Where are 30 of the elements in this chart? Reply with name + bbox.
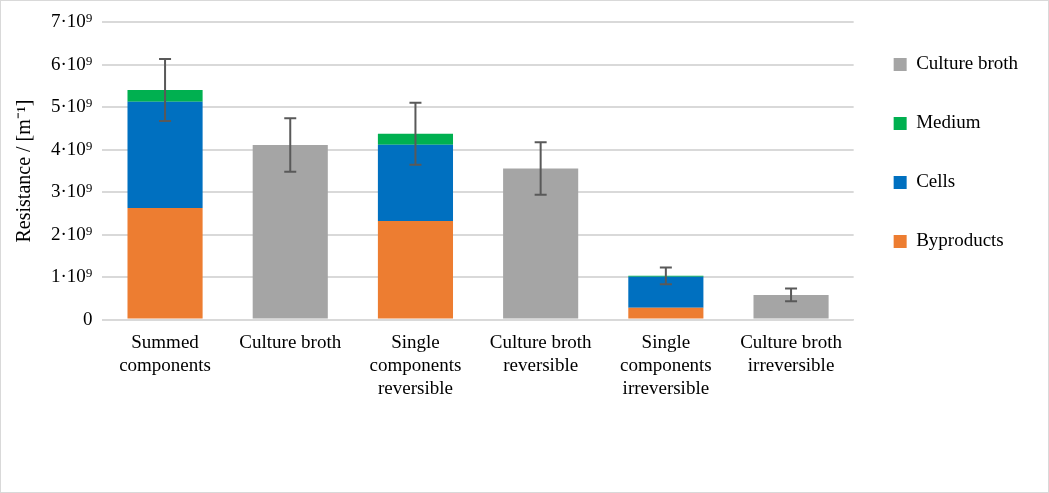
x-tick-label: Culture broth — [239, 330, 342, 352]
legend-label: Byproducts — [916, 229, 1004, 251]
y-tick-label: 3·10⁹ — [51, 180, 93, 202]
bar — [252, 145, 328, 319]
x-tick-label: Single components reversible — [369, 330, 462, 398]
legend-label: Cells — [916, 170, 956, 192]
x-tick-label: Culture broth irreversible — [740, 330, 843, 375]
bar — [628, 307, 704, 319]
legend-label: Culture broth — [916, 52, 1019, 74]
bar — [753, 294, 829, 319]
y-tick-label: 6·10⁹ — [51, 52, 93, 74]
bar — [628, 276, 704, 308]
legend-label: Medium — [916, 111, 981, 133]
bar — [377, 133, 454, 145]
y-axis-title: Resistance / [m⁻¹] — [12, 99, 35, 243]
bar — [127, 207, 203, 319]
y-tick-label: 0 — [82, 307, 93, 329]
x-tick-label: Summed components — [119, 330, 211, 375]
bar — [377, 144, 454, 222]
bar — [127, 101, 203, 208]
bar — [127, 89, 203, 102]
x-tick-label: Culture broth reversible — [489, 330, 593, 375]
x-tick-label: Single components irreversible — [619, 330, 712, 398]
y-tick-label: 4·10⁹ — [51, 137, 93, 159]
bar — [503, 168, 579, 319]
y-tick-label: 1·10⁹ — [51, 265, 93, 287]
y-tick-label: 7·10⁹ — [51, 10, 93, 32]
bar — [377, 221, 454, 319]
y-tick-label: 2·10⁹ — [51, 222, 93, 244]
y-tick-label: 5·10⁹ — [51, 95, 93, 117]
